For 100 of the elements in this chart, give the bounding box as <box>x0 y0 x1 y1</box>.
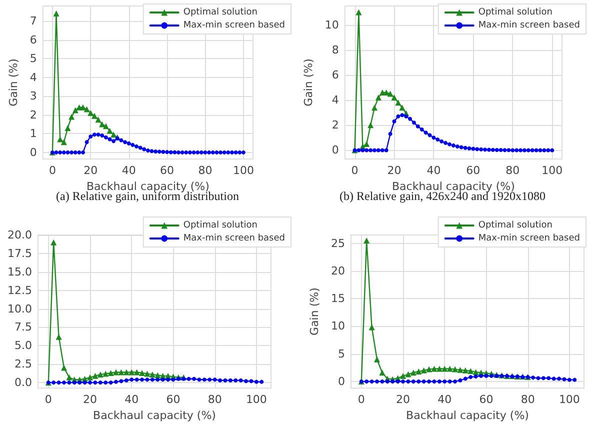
point <box>550 148 554 152</box>
point <box>112 139 116 144</box>
point <box>534 148 538 152</box>
point <box>92 132 96 137</box>
point <box>388 132 392 136</box>
point <box>522 148 526 152</box>
x-tick-label: 100 <box>246 393 267 406</box>
point <box>484 374 488 378</box>
point <box>444 140 448 145</box>
point <box>144 370 150 377</box>
point <box>380 379 384 384</box>
x-tick-label: 0 <box>351 164 358 177</box>
point <box>184 150 188 154</box>
point <box>68 114 75 120</box>
point <box>70 150 74 154</box>
point <box>538 148 542 152</box>
point <box>489 374 494 378</box>
point <box>114 380 118 384</box>
point <box>440 139 444 144</box>
point <box>149 371 156 378</box>
point <box>123 369 130 376</box>
y-tick-label: 7 <box>30 14 37 28</box>
point <box>254 380 258 384</box>
point <box>260 380 264 384</box>
point <box>212 378 217 382</box>
point <box>54 150 58 154</box>
point <box>448 142 452 146</box>
point <box>192 150 196 154</box>
point <box>376 148 380 152</box>
x-tick-label: 40 <box>438 393 452 406</box>
y-tick-label: 2 <box>30 108 37 122</box>
y-tick-label: 5.0 <box>14 339 32 352</box>
y-tick-label: 15 <box>331 292 345 306</box>
point <box>502 148 507 152</box>
point <box>199 150 204 154</box>
x-tick-label: 0 <box>358 393 365 406</box>
point <box>222 150 226 154</box>
point <box>64 125 71 132</box>
x-tick-label: 60 <box>466 164 480 177</box>
point <box>474 374 478 378</box>
point <box>462 367 468 374</box>
point <box>145 378 150 382</box>
point <box>498 148 503 152</box>
point <box>92 372 98 379</box>
point <box>405 371 412 378</box>
point <box>546 148 550 152</box>
point <box>422 379 426 384</box>
point <box>442 379 447 384</box>
y-tick-label: 17.5 <box>8 246 32 260</box>
point <box>91 112 98 119</box>
point <box>130 378 134 382</box>
point <box>81 150 86 154</box>
y-tick-label: 1 <box>30 127 37 140</box>
point <box>72 380 76 385</box>
point <box>552 376 556 381</box>
x-tick-label: 20 <box>396 393 410 406</box>
point <box>420 367 427 374</box>
point <box>241 150 246 154</box>
point <box>436 138 440 142</box>
point <box>197 378 202 382</box>
point <box>196 150 200 154</box>
point <box>123 140 128 144</box>
point <box>98 380 102 385</box>
point <box>62 380 66 385</box>
point <box>468 375 473 380</box>
y-tick-label: 8 <box>332 43 339 56</box>
point <box>87 374 94 380</box>
point <box>396 114 400 118</box>
point <box>490 148 495 152</box>
x-tick-label: 20 <box>83 393 98 406</box>
x-tick-label: 100 <box>542 164 563 177</box>
y-tick-label: 20 <box>331 264 345 278</box>
point <box>510 148 515 152</box>
point <box>150 378 154 382</box>
y-tick-label: 0 <box>338 374 345 388</box>
x-tick-label: 100 <box>558 393 580 406</box>
x-tick-label: 40 <box>426 164 441 177</box>
point <box>93 380 98 385</box>
point <box>176 376 180 381</box>
point <box>66 374 72 380</box>
point <box>207 150 212 154</box>
point <box>432 379 436 384</box>
point <box>360 148 365 152</box>
point <box>364 238 370 244</box>
point <box>399 104 406 111</box>
point <box>379 370 386 376</box>
point <box>468 368 474 374</box>
point <box>138 146 142 150</box>
point <box>453 379 458 384</box>
point <box>432 136 436 140</box>
point <box>526 148 530 152</box>
point <box>56 380 61 385</box>
point <box>139 370 146 376</box>
point <box>52 380 56 385</box>
point <box>401 379 406 384</box>
point <box>416 124 420 128</box>
point <box>168 150 173 154</box>
point <box>102 370 109 377</box>
point <box>518 148 523 152</box>
point <box>97 371 104 378</box>
